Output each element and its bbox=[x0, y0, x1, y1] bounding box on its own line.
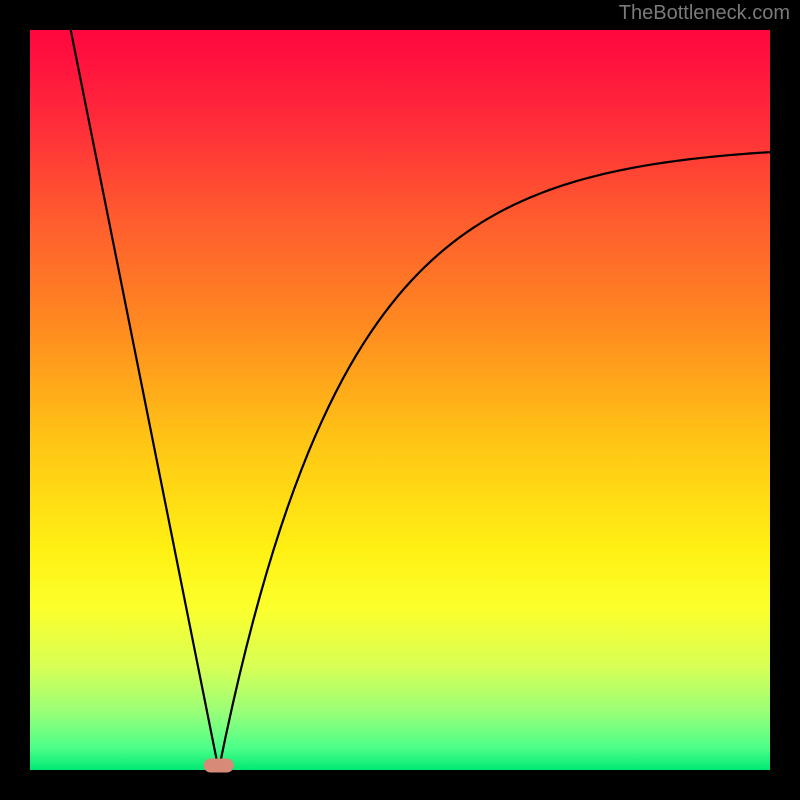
bottleneck-chart bbox=[0, 0, 800, 800]
watermark-label: TheBottleneck.com bbox=[619, 2, 790, 25]
optimum-marker bbox=[204, 759, 234, 773]
chart-container: TheBottleneck.com bbox=[0, 0, 800, 800]
chart-background bbox=[30, 30, 770, 770]
